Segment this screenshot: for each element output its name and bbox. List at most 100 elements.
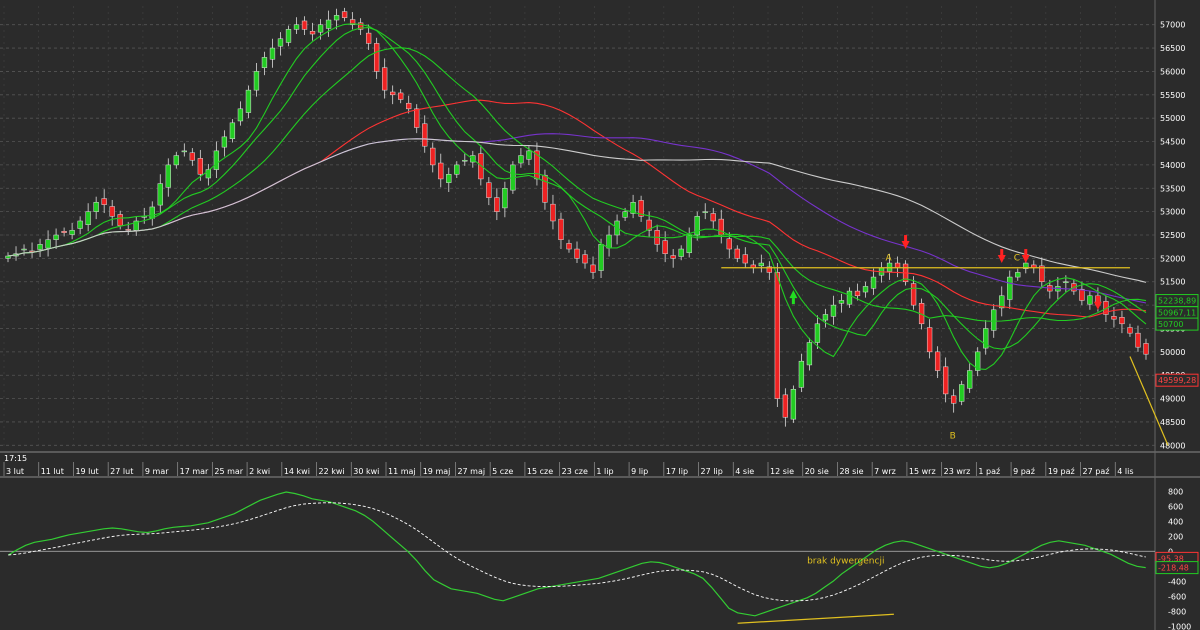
osc-value-box bbox=[1155, 561, 1199, 575]
candle-body bbox=[782, 394, 789, 418]
candle-body bbox=[558, 218, 564, 240]
date-tick-label: 27 paź bbox=[1083, 467, 1110, 476]
ma-value-label: 50967,11 bbox=[1158, 309, 1196, 318]
candle-body bbox=[101, 198, 107, 205]
candle-body bbox=[702, 211, 708, 213]
candle-body bbox=[1127, 327, 1133, 334]
candle-body bbox=[157, 183, 163, 206]
date-tick-label: 28 sie bbox=[839, 467, 863, 476]
candle-body bbox=[662, 240, 668, 254]
candle-body bbox=[686, 234, 692, 254]
candle-body bbox=[438, 162, 444, 180]
candle-body bbox=[862, 286, 869, 293]
date-tick-label: 1 paź bbox=[978, 467, 1000, 476]
candle-body bbox=[734, 248, 740, 259]
buy-arrow-icon-stem bbox=[791, 298, 795, 305]
date-tick-label: 22 kwi bbox=[319, 467, 345, 476]
candle-body bbox=[301, 20, 308, 30]
candle-body bbox=[117, 214, 123, 226]
sell-arrow-icon-stem bbox=[904, 235, 908, 242]
price-tick-label: 53500 bbox=[1160, 184, 1185, 193]
osc-tick-label: 0 bbox=[1168, 547, 1173, 556]
date-tick-label: 19 maj bbox=[423, 467, 451, 476]
candle-body bbox=[173, 155, 179, 166]
candle-body bbox=[93, 202, 99, 212]
candle-body bbox=[494, 197, 500, 212]
candle-body bbox=[109, 206, 115, 217]
candle-body bbox=[983, 328, 989, 349]
date-tick-label: 20 sie bbox=[805, 467, 829, 476]
candle-body bbox=[694, 216, 700, 236]
ma-value-label: 52238,89 bbox=[1158, 297, 1196, 306]
price-tick-label: 48000 bbox=[1160, 441, 1185, 450]
price-tick-label: 51500 bbox=[1160, 278, 1185, 287]
price-tick-label: 56500 bbox=[1160, 44, 1185, 53]
date-tick-label: 3 lut bbox=[6, 467, 24, 476]
date-tick-label: 11 lut bbox=[41, 467, 64, 476]
date-tick-label: 7 wrz bbox=[874, 467, 896, 476]
ma-value-label: 50700 bbox=[1158, 320, 1183, 329]
date-tick-label: 12 sie bbox=[770, 467, 794, 476]
sell-arrow-icon-stem bbox=[1096, 295, 1100, 302]
candle-body bbox=[502, 188, 508, 209]
candle-body bbox=[678, 248, 684, 257]
candle-body bbox=[293, 24, 300, 30]
candle-body bbox=[790, 388, 797, 420]
price-tick-label: 55000 bbox=[1160, 114, 1185, 123]
candle-body bbox=[205, 169, 212, 179]
candle-body bbox=[133, 220, 139, 231]
moving-average-line bbox=[7, 99, 1147, 318]
candle-body bbox=[598, 244, 604, 271]
candle-body bbox=[69, 230, 75, 235]
date-tick-label: 1 lip bbox=[596, 467, 613, 476]
sell-arrow-icon-stem bbox=[1000, 249, 1004, 256]
candle-body bbox=[846, 290, 853, 305]
candle-body bbox=[934, 351, 941, 371]
candle-body bbox=[149, 206, 155, 219]
candle-body bbox=[414, 108, 420, 128]
candle-body bbox=[165, 164, 171, 188]
trend-line bbox=[1129, 356, 1169, 446]
sell-arrow-icon bbox=[1021, 255, 1030, 264]
moving-average-line bbox=[7, 23, 1147, 370]
candle-body bbox=[1111, 316, 1117, 320]
moving-average-line bbox=[7, 138, 1147, 283]
candle-body bbox=[926, 327, 933, 353]
candle-body bbox=[333, 15, 340, 21]
date-tick-label: 5 cze bbox=[492, 467, 513, 476]
date-tick-label: 23 cze bbox=[562, 467, 588, 476]
candle-body bbox=[390, 91, 396, 96]
candle-body bbox=[189, 152, 195, 161]
candle-body bbox=[365, 32, 372, 44]
date-tick-label: 9 paź bbox=[1013, 467, 1035, 476]
candle-body bbox=[317, 24, 324, 33]
date-tick-label: 9 mar bbox=[145, 467, 169, 476]
candle-body bbox=[1135, 332, 1141, 348]
candle-body bbox=[1143, 343, 1149, 355]
candle-body bbox=[710, 213, 716, 222]
candle-body bbox=[806, 342, 813, 366]
candle-body bbox=[125, 229, 131, 231]
date-tick-label: 17 mar bbox=[180, 467, 209, 476]
date-tick-label: 27 lip bbox=[701, 467, 723, 476]
last-price-box bbox=[1155, 373, 1199, 387]
osc-tick-label: -400 bbox=[1168, 577, 1186, 586]
date-tick-label: 27 maj bbox=[457, 467, 485, 476]
candle-body bbox=[1039, 265, 1045, 282]
osc-tick-label: -800 bbox=[1168, 607, 1186, 616]
candle-body bbox=[406, 102, 412, 110]
candle-body bbox=[382, 67, 388, 91]
signal-line bbox=[8, 502, 1146, 602]
candle-body bbox=[309, 30, 316, 35]
candle-body bbox=[542, 174, 548, 203]
candle-body bbox=[357, 22, 364, 30]
candle-body bbox=[758, 262, 764, 267]
candle-body bbox=[478, 153, 484, 180]
candle-body bbox=[181, 150, 187, 153]
candle-body bbox=[951, 395, 957, 404]
candle-body bbox=[237, 108, 244, 122]
candle-body bbox=[766, 266, 772, 273]
candle-body bbox=[742, 254, 748, 264]
candle-body bbox=[422, 123, 428, 147]
